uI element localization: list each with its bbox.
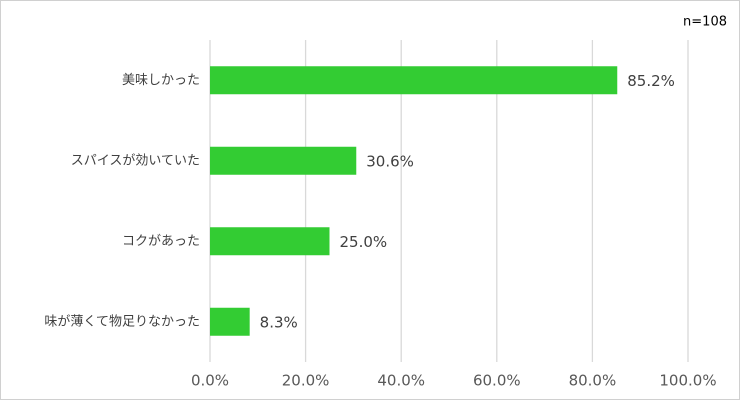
y-tick-label: スパイスが効いていた [71, 153, 200, 168]
sample-size: n=108 [683, 15, 727, 30]
y-tick-label: コクがあった [122, 234, 200, 249]
bar [210, 227, 330, 256]
value-label: 25.0% [340, 233, 388, 251]
bar [210, 66, 618, 95]
x-tick-label: 0.0% [191, 372, 229, 390]
x-tick-label: 60.0% [473, 372, 521, 390]
value-label: 8.3% [260, 313, 298, 331]
y-tick-label: 美味しかった [122, 73, 200, 88]
value-label: 85.2% [627, 72, 675, 90]
y-tick-label: 味が薄くて物足りなかった [44, 314, 200, 329]
x-tick-label: 100.0% [659, 372, 716, 390]
bar [210, 146, 357, 175]
x-tick-label: 40.0% [377, 372, 425, 390]
x-tick-label: 80.0% [569, 372, 617, 390]
value-label: 30.6% [366, 152, 414, 170]
bar [210, 307, 250, 336]
x-tick-label: 20.0% [282, 372, 330, 390]
